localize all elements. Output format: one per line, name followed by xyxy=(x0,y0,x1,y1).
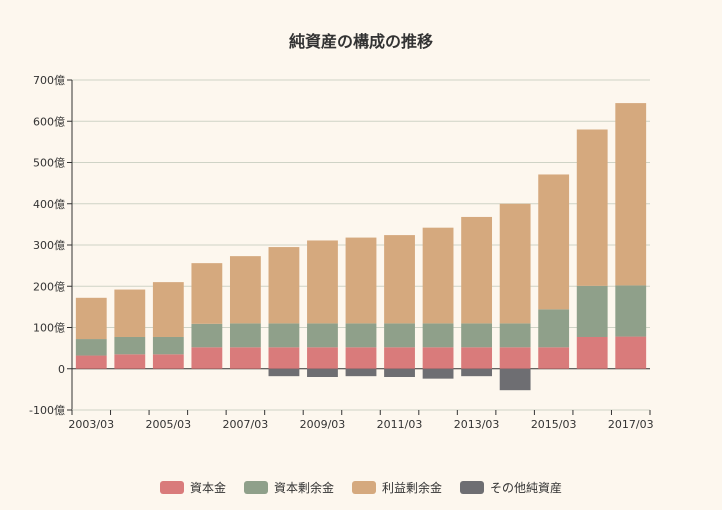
bar-segment[interactable] xyxy=(345,347,377,369)
chart-legend: 資本金 資本剰余金 利益剰余金 その他純資産 xyxy=(0,479,722,496)
bar-segment[interactable] xyxy=(461,216,493,324)
y-tick-label: 700億 xyxy=(33,74,65,87)
bar-segment[interactable] xyxy=(384,368,415,377)
bar-segment[interactable] xyxy=(114,289,146,337)
bar-segment[interactable] xyxy=(345,368,377,377)
legend-item[interactable]: 資本金 xyxy=(159,479,226,496)
legend-swatch xyxy=(352,481,376,494)
bar-segment[interactable] xyxy=(538,309,570,348)
bar-segment[interactable] xyxy=(114,336,146,355)
legend-swatch xyxy=(243,481,268,494)
bar-segment[interactable] xyxy=(422,227,454,324)
bar-segment[interactable] xyxy=(307,347,338,369)
bar-segment[interactable] xyxy=(384,323,415,348)
x-tick-label: 2011/03 xyxy=(377,418,423,431)
bar-segment[interactable] xyxy=(345,323,377,348)
y-tick-label: 0 xyxy=(58,363,65,376)
bar-segment[interactable] xyxy=(538,347,570,369)
bar-segment[interactable] xyxy=(114,354,146,369)
bar-segment[interactable] xyxy=(499,347,531,369)
legend-item[interactable]: 資本剰余金 xyxy=(243,479,334,496)
bar-segment[interactable] xyxy=(191,347,223,369)
bar-segment[interactable] xyxy=(75,297,107,340)
bar-segment[interactable] xyxy=(268,323,300,348)
bar-segment[interactable] xyxy=(152,336,184,355)
bar-segment[interactable] xyxy=(461,323,493,348)
bar-segment[interactable] xyxy=(422,368,454,379)
bar-segment[interactable] xyxy=(615,336,647,369)
y-tick-label: 200億 xyxy=(33,280,65,293)
bar-segment[interactable] xyxy=(229,323,261,348)
legend-label: 利益剰余金 xyxy=(382,481,443,495)
y-tick-label: 300億 xyxy=(33,239,65,252)
legend-swatch xyxy=(460,481,485,494)
bar-segment[interactable] xyxy=(576,336,608,369)
bar-segment[interactable] xyxy=(345,237,377,324)
bar-segment[interactable] xyxy=(191,323,223,348)
bar-segment[interactable] xyxy=(268,368,300,377)
bar-segment[interactable] xyxy=(538,174,570,310)
x-tick-label: 2005/03 xyxy=(145,418,191,431)
bar-segment[interactable] xyxy=(499,323,531,348)
bar-segment[interactable] xyxy=(152,282,184,337)
bar-segment[interactable] xyxy=(229,347,261,369)
bar-segment[interactable] xyxy=(75,339,107,356)
bar-segment[interactable] xyxy=(268,347,300,369)
y-tick-label: 600億 xyxy=(33,115,65,128)
chart-title: 純資産の構成の推移 xyxy=(288,32,433,51)
bar-segment[interactable] xyxy=(307,323,338,348)
bar-segment[interactable] xyxy=(422,323,454,348)
x-tick-label: 2017/03 xyxy=(608,418,654,431)
bar-segment[interactable] xyxy=(499,203,531,324)
legend-label: 資本剰余金 xyxy=(273,481,334,495)
y-tick-label: 500億 xyxy=(33,157,65,170)
bar-segment[interactable] xyxy=(576,129,608,286)
x-tick-label: 2007/03 xyxy=(223,418,269,431)
legend-item[interactable]: 利益剰余金 xyxy=(352,479,442,496)
bar-segment[interactable] xyxy=(499,368,531,391)
y-tick-label: -100億 xyxy=(29,404,65,417)
bar-segment[interactable] xyxy=(191,263,223,324)
x-tick-label: 2015/03 xyxy=(531,418,577,431)
bar-segment[interactable] xyxy=(307,240,338,324)
bar-segment[interactable] xyxy=(615,103,647,286)
bar-segment[interactable] xyxy=(615,285,647,337)
legend-label: 資本金 xyxy=(189,481,226,495)
bar-segment[interactable] xyxy=(307,368,338,377)
bar-segment[interactable] xyxy=(461,347,493,369)
x-tick-label: 2009/03 xyxy=(300,418,346,431)
bar-segment[interactable] xyxy=(75,355,107,369)
x-tick-label: 2013/03 xyxy=(454,418,500,431)
bar-segment[interactable] xyxy=(229,256,261,324)
bar-segment[interactable] xyxy=(152,354,184,369)
bar-segment[interactable] xyxy=(461,368,493,377)
bar-segment[interactable] xyxy=(422,347,454,369)
y-tick-label: 100億 xyxy=(33,322,65,335)
bar-segment[interactable] xyxy=(268,247,300,324)
bar-segment[interactable] xyxy=(384,235,415,324)
bar-segment[interactable] xyxy=(384,347,415,369)
x-tick-label: 2003/03 xyxy=(68,418,114,431)
bar-segment[interactable] xyxy=(576,285,608,337)
legend-item[interactable]: その他純資産 xyxy=(460,479,562,496)
y-tick-label: 400億 xyxy=(33,198,65,211)
legend-swatch xyxy=(159,481,184,494)
legend-label: その他純資産 xyxy=(490,481,563,495)
